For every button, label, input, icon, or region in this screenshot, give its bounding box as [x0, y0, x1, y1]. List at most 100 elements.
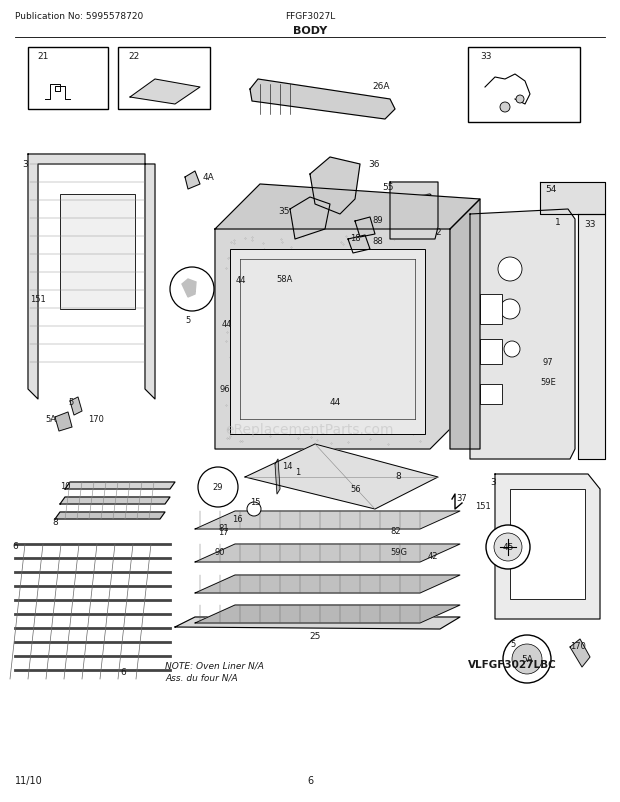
Text: Publication No: 5995578720: Publication No: 5995578720: [15, 12, 143, 21]
Circle shape: [503, 635, 551, 683]
Circle shape: [486, 525, 530, 569]
Polygon shape: [570, 639, 590, 667]
Text: 37: 37: [456, 493, 467, 502]
Polygon shape: [70, 398, 82, 415]
Circle shape: [247, 502, 261, 516]
Circle shape: [516, 96, 524, 104]
Text: 44: 44: [222, 320, 232, 329]
Bar: [230, 249, 425, 435]
Polygon shape: [470, 210, 575, 460]
Polygon shape: [195, 575, 460, 593]
Polygon shape: [495, 475, 600, 619]
Bar: [28, 48, 108, 110]
Text: 5A: 5A: [45, 415, 56, 423]
Circle shape: [494, 533, 522, 561]
Text: 5: 5: [510, 639, 515, 648]
Text: 26A: 26A: [372, 82, 389, 91]
Bar: [480, 339, 502, 365]
Text: 90: 90: [215, 547, 226, 557]
Circle shape: [500, 103, 510, 113]
Text: 170: 170: [570, 642, 586, 650]
Text: 170: 170: [88, 415, 104, 423]
Text: 44: 44: [330, 398, 341, 407]
Text: 59G: 59G: [390, 547, 407, 557]
Polygon shape: [195, 545, 460, 562]
Text: 44: 44: [236, 276, 247, 285]
Circle shape: [170, 268, 214, 312]
Text: 22: 22: [128, 52, 140, 61]
Circle shape: [198, 468, 238, 508]
Text: 1: 1: [555, 217, 560, 227]
Polygon shape: [540, 183, 605, 215]
Text: 5A: 5A: [521, 654, 533, 664]
Polygon shape: [182, 280, 196, 298]
Text: 45: 45: [502, 543, 514, 552]
Text: 5: 5: [185, 316, 190, 325]
Text: VLFGF3027LBC: VLFGF3027LBC: [468, 659, 557, 669]
Text: 18: 18: [350, 233, 361, 243]
Polygon shape: [195, 512, 460, 529]
Text: 33: 33: [584, 220, 595, 229]
Polygon shape: [55, 512, 165, 520]
Text: 54: 54: [545, 184, 556, 194]
Text: 10: 10: [60, 481, 71, 490]
Polygon shape: [245, 444, 438, 509]
Circle shape: [500, 300, 520, 320]
Polygon shape: [578, 215, 605, 460]
Text: 88: 88: [372, 237, 383, 245]
Text: 55: 55: [382, 183, 394, 192]
Text: 29: 29: [213, 483, 223, 492]
Text: 56: 56: [350, 484, 361, 493]
Polygon shape: [310, 158, 360, 215]
Polygon shape: [130, 80, 200, 105]
Text: 16: 16: [232, 514, 242, 524]
Polygon shape: [28, 155, 155, 399]
Text: 35: 35: [278, 207, 290, 216]
Text: 89: 89: [372, 216, 383, 225]
Text: 12: 12: [187, 286, 198, 294]
Text: 97: 97: [543, 358, 554, 367]
Bar: [118, 48, 210, 110]
Polygon shape: [195, 606, 460, 623]
Text: BODY: BODY: [293, 26, 327, 36]
Text: 3: 3: [490, 477, 496, 486]
Text: 6: 6: [307, 775, 313, 785]
Text: 8: 8: [395, 472, 401, 480]
Text: 5: 5: [68, 398, 73, 407]
Polygon shape: [65, 482, 175, 489]
Text: 21: 21: [37, 52, 48, 61]
Text: 11/10: 11/10: [15, 775, 43, 785]
Text: 8: 8: [52, 517, 58, 526]
Polygon shape: [60, 497, 170, 504]
Text: 6: 6: [120, 667, 126, 676]
Text: Ass. du four N/A: Ass. du four N/A: [165, 673, 237, 683]
Polygon shape: [250, 80, 395, 119]
Text: 151: 151: [30, 294, 46, 304]
Text: 42: 42: [428, 551, 438, 561]
Text: 82: 82: [390, 526, 401, 535]
Text: FFGF3027L: FFGF3027L: [285, 12, 335, 21]
Text: 15: 15: [250, 497, 260, 506]
Bar: [510, 489, 585, 599]
Text: 96: 96: [220, 384, 231, 394]
Polygon shape: [215, 184, 480, 229]
Bar: [480, 384, 502, 404]
Text: 3: 3: [22, 160, 28, 168]
Polygon shape: [275, 460, 280, 494]
Circle shape: [512, 644, 542, 674]
Text: 25: 25: [309, 631, 321, 640]
Bar: [480, 294, 502, 325]
Polygon shape: [175, 618, 460, 630]
Text: 58A: 58A: [276, 274, 293, 284]
Text: 36: 36: [368, 160, 379, 168]
Circle shape: [504, 342, 520, 358]
Text: NOTE: Oven Liner N/A: NOTE: Oven Liner N/A: [165, 661, 264, 670]
Polygon shape: [215, 195, 450, 449]
Polygon shape: [185, 172, 200, 190]
Text: 81: 81: [218, 524, 229, 533]
Text: 33: 33: [480, 52, 492, 61]
Text: 59E: 59E: [540, 378, 556, 387]
Polygon shape: [55, 412, 72, 431]
Text: 1: 1: [295, 468, 300, 476]
Polygon shape: [355, 217, 375, 237]
